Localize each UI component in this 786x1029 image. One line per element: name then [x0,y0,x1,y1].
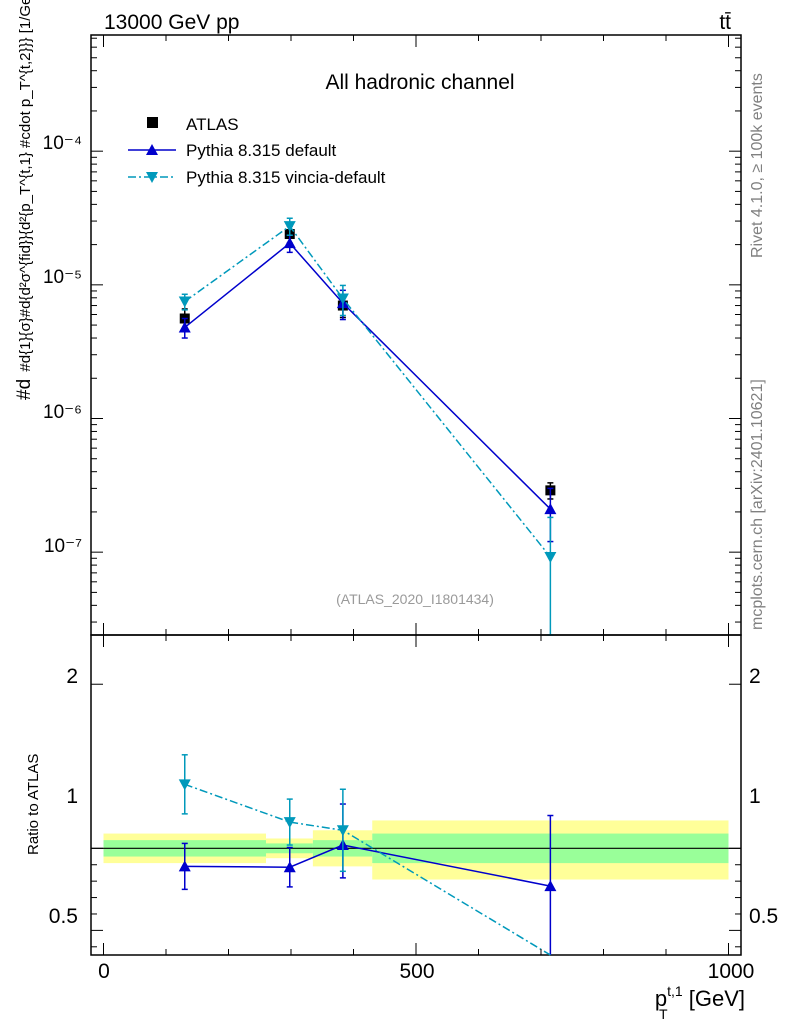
ratio-axis-ticks [91,635,741,955]
ratio-y-tick-label-2: 2 [66,665,78,688]
legend-atlas-marker [147,117,158,128]
ratio-point-vincia [336,825,349,837]
y-tick-label-1e-6: 10⁻⁶ [43,402,82,423]
data-point-pythia-default [544,503,557,515]
data-point-vincia [336,293,349,305]
ratio-plot-content [91,754,741,956]
ratio-y-tick-label-1: 1 [66,785,78,808]
x-axis-label-sub: T [659,1006,668,1022]
y-tick-label-1e-4: 10⁻⁴ [43,133,82,154]
ratio-point-vincia [178,779,191,791]
rivet-version-label: Rivet 4.1.0, ≥ 100k events [749,73,766,258]
ratio-point-pythia-default [178,860,191,872]
legend-vincia-marker [146,172,158,183]
energy-label: 13000 GeV pp [104,11,239,34]
x-axis-label-unit: [GeV] [683,986,745,1011]
mcplots-label: mcplots.cern.ch [arXiv:2401.10621] [749,379,766,630]
data-point-pythia-default [178,321,191,333]
ratio-line-vincia [184,783,551,956]
ratio-y-tick-label-0.5: 0.5 [49,905,78,928]
x-tick-label-500: 500 [399,960,434,983]
x-tick-label-1000: 1000 [708,960,755,983]
ratio-line-pythia-default [184,844,551,887]
data-point-vincia [283,221,296,233]
ratio-y-tick-label-right-0.5: 0.5 [749,905,778,928]
main-axis-ticks [91,35,741,635]
ratio-point-vincia [283,817,296,829]
legend-pythia-default-label: Pythia 8.315 default [186,141,337,160]
analysis-id-annotation: (ATLAS_2020_I1801434) [336,591,494,607]
main-y-axis-label: #d #d{1}{σ}#d{d²σ^{fid}}{d²{p_T^{t,1} #c… [14,0,35,400]
y-tick-label-1e-5: 10⁻⁵ [43,267,82,288]
y-tick-label-1e-7: 10⁻⁷ [44,536,82,557]
process-label: tt̄ [719,11,731,34]
series-line-pythia-default [184,242,551,510]
legend-pythia-default-marker [146,144,158,155]
ratio-y-tick-label-right-1: 1 [749,785,761,808]
ratio-point-pythia-default [544,880,557,892]
x-tick-label-0: 0 [98,960,110,983]
x-axis-label-sup: t,1 [667,983,683,999]
legend: ATLAS Pythia 8.315 default Pythia 8.315 … [128,115,386,187]
chart-title: All hadronic channel [325,71,514,94]
ratio-plot-frame [90,634,742,956]
data-point-vincia [178,296,191,308]
main-y-axis-label-prefix: #d [14,379,35,400]
main-plot-content [178,217,557,636]
data-point-pythia-default [283,237,296,249]
legend-atlas-label: ATLAS [186,115,239,134]
series-line-vincia [184,225,551,558]
x-axis-label-p: p [655,986,667,1011]
ratio-y-axis-label: Ratio to ATLAS [25,754,42,855]
x-axis-label: pt,1 [GeV] [655,983,745,1011]
legend-vincia-label: Pythia 8.315 vincia-default [186,168,386,187]
data-point-vincia [544,551,557,563]
ratio-y-tick-label-right-2: 2 [749,665,761,688]
main-y-axis-label-full: #d{1}{σ}#d{d²σ^{fid}}{d²{p_T^{t,1} #cdot… [17,0,34,372]
ratio-point-pythia-default [283,861,296,873]
